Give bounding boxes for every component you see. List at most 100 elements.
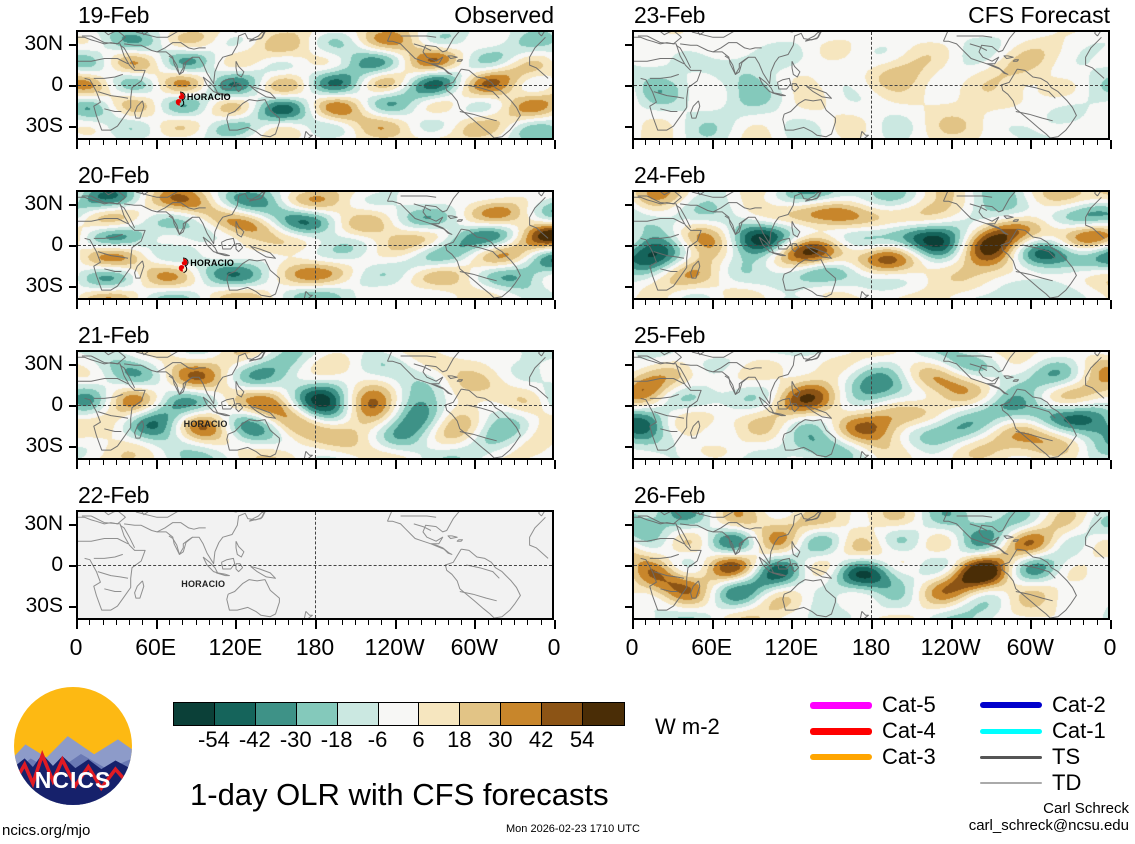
x-tick-row — [632, 620, 1112, 629]
legend-label-ts: TS — [1052, 744, 1081, 769]
x-tick-minor — [645, 300, 647, 305]
x-tick-minor — [115, 300, 117, 305]
x-tick-major — [315, 460, 317, 469]
x-tick-minor — [671, 300, 673, 305]
x-tick-major — [1030, 620, 1033, 629]
colorbar-segment-7 — [460, 703, 502, 725]
y-tick — [69, 85, 76, 87]
x-tick-minor — [1083, 620, 1085, 625]
y-tick — [625, 286, 632, 289]
colorbar-segment-6 — [419, 703, 461, 725]
x-tick-minor — [514, 140, 516, 145]
x-tick-minor — [461, 620, 463, 625]
x-tick-major — [791, 300, 794, 309]
x-tick-minor — [89, 300, 91, 305]
x-tick-minor — [897, 620, 899, 625]
y-axis-label-30s: 30S — [25, 274, 63, 298]
x-tick-minor — [248, 140, 250, 145]
x-tick-minor — [685, 140, 687, 145]
legend-row-cat-3: Cat-3 — [810, 744, 960, 770]
cyclone-name-label: HORACIO — [186, 91, 231, 102]
dateline-180 — [315, 192, 316, 298]
y-tick — [69, 446, 76, 449]
x-tick-minor — [540, 460, 542, 465]
panel-26-feb: 26-Feb — [632, 484, 1110, 624]
author-email[interactable]: carl_schreck@ncsu.edu — [968, 817, 1129, 834]
x-tick-minor — [724, 300, 726, 305]
column-kind-label: CFS Forecast — [968, 2, 1110, 28]
x-tick-major — [871, 620, 873, 629]
legend-swatch-cat-3 — [810, 754, 872, 760]
x-tick-minor — [261, 460, 263, 465]
colorbar-segment-0 — [174, 703, 215, 725]
x-tick-row — [76, 620, 556, 629]
x-tick-minor — [407, 460, 409, 465]
x-tick-minor — [804, 140, 806, 145]
colorbar-tick-0: -54 — [198, 727, 230, 752]
x-tick-minor — [540, 140, 542, 145]
x-tick-minor — [354, 140, 356, 145]
colorbar-segment-10 — [583, 703, 624, 725]
x-tick-minor — [724, 140, 726, 145]
x-tick-minor — [341, 620, 343, 625]
map-24-feb — [632, 190, 1110, 300]
x-tick-minor — [540, 620, 542, 625]
x-tick-major — [950, 300, 953, 309]
legend-row-cat-5: Cat-5 — [810, 692, 960, 718]
panel-date-label: 24-Feb — [634, 162, 706, 188]
x-tick-major — [235, 620, 238, 629]
x-tick-minor — [115, 140, 117, 145]
x-tick-minor — [685, 300, 687, 305]
x-tick-minor — [963, 620, 965, 625]
site-url[interactable]: ncics.org/mjo — [2, 822, 91, 839]
x-axis-label-2: 120E — [208, 634, 263, 660]
y-tick — [625, 363, 632, 366]
x-tick-minor — [447, 620, 449, 625]
x-tick-minor — [937, 620, 939, 625]
x-tick-minor — [222, 460, 224, 465]
x-tick-major — [76, 460, 78, 469]
x-axis-label-6: 0 — [547, 634, 561, 660]
x-tick-minor — [102, 460, 104, 465]
colorbar-tick-9: 54 — [569, 727, 595, 752]
map-19-feb: HORACIO — [76, 30, 554, 140]
x-tick-minor — [208, 460, 210, 465]
y-tick — [625, 245, 632, 247]
dateline-180 — [871, 352, 872, 458]
x-tick-minor — [844, 140, 846, 145]
legend-row-td: TD — [980, 770, 1130, 796]
cyclone-name-label: HORACIO — [183, 419, 228, 430]
dateline-180 — [315, 352, 316, 458]
panel-date-label: 25-Feb — [634, 322, 706, 348]
x-tick-minor — [89, 620, 91, 625]
x-tick-minor — [527, 460, 529, 465]
x-tick-minor — [924, 620, 926, 625]
x-tick-major — [474, 300, 477, 309]
x-tick-minor — [1003, 620, 1005, 625]
x-tick-major — [632, 460, 634, 469]
x-tick-minor — [698, 140, 700, 145]
x-tick-minor — [142, 140, 144, 145]
x-tick-major — [474, 620, 477, 629]
y-axis-label-30n: 30N — [24, 191, 63, 215]
x-tick-major — [1110, 460, 1112, 469]
x-tick-minor — [990, 300, 992, 305]
legend-swatch-cat-2 — [980, 702, 1042, 708]
x-tick-minor — [698, 620, 700, 625]
x-tick-minor — [461, 300, 463, 305]
x-tick-minor — [275, 140, 277, 145]
colorbar-segment-8 — [501, 703, 543, 725]
x-tick-minor — [487, 300, 489, 305]
x-tick-minor — [924, 140, 926, 145]
legend-swatch-cat-5 — [810, 701, 872, 709]
x-tick-minor — [461, 140, 463, 145]
legend-swatch-td — [980, 782, 1042, 784]
ncics-logo: NCICS — [14, 687, 132, 805]
y-tick — [69, 523, 76, 526]
x-axis-label-1: 60E — [691, 634, 733, 660]
x-tick-minor — [527, 620, 529, 625]
x-tick-minor — [778, 460, 780, 465]
dateline-180 — [871, 32, 872, 138]
dateline-180 — [315, 32, 316, 138]
y-tick — [625, 85, 632, 87]
